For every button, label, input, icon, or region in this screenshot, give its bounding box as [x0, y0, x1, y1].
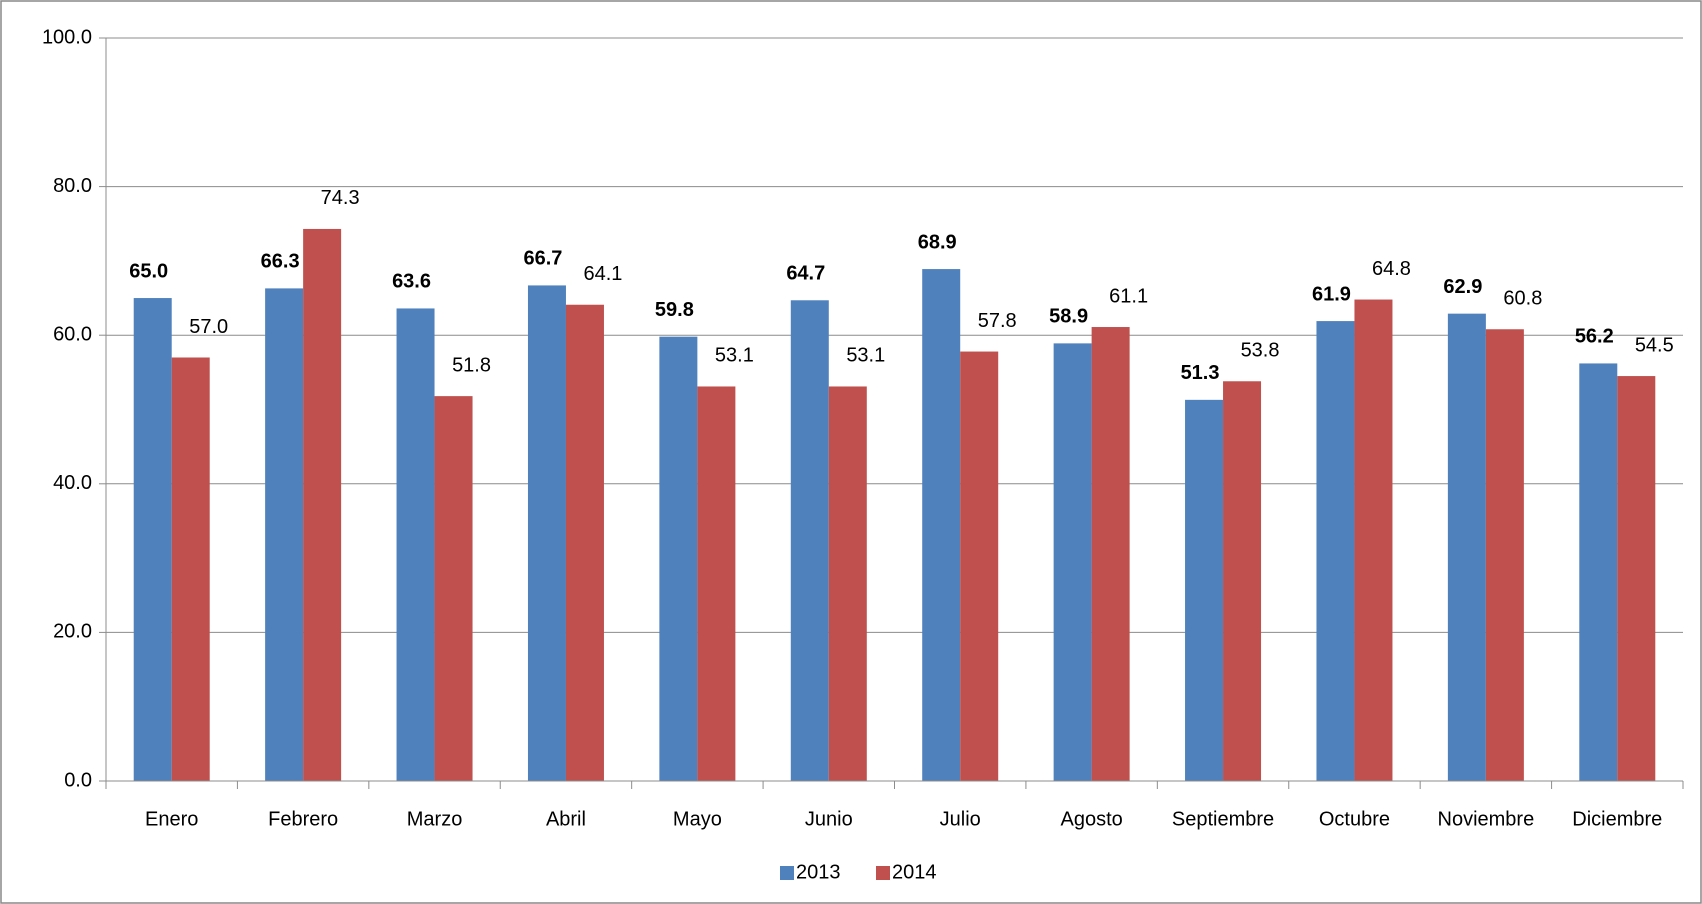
data-label: 66.3 [261, 251, 300, 273]
legend-swatch [780, 866, 794, 880]
y-tick-label: 40.0 [53, 472, 92, 494]
x-tick-label: Agosto [1060, 808, 1122, 830]
x-tick-label: Noviembre [1438, 808, 1535, 830]
data-label: 64.8 [1372, 258, 1411, 280]
data-label: 51.8 [452, 354, 491, 376]
x-tick-label: Marzo [407, 808, 463, 830]
data-label: 56.2 [1575, 326, 1614, 348]
data-label: 62.9 [1443, 276, 1482, 298]
data-label: 61.1 [1109, 285, 1148, 307]
bar [828, 386, 867, 781]
x-tick-label: Octubre [1319, 808, 1390, 830]
bar [396, 308, 435, 781]
bar [1354, 299, 1393, 781]
bar [790, 300, 829, 781]
bar [1091, 327, 1130, 781]
bar [659, 336, 698, 781]
data-label: 54.5 [1635, 334, 1674, 356]
legend-label: 2013 [796, 861, 841, 883]
bar [527, 285, 566, 781]
x-tick-label: Febrero [268, 808, 338, 830]
bar [1316, 321, 1355, 781]
x-tick-label: Septiembre [1172, 808, 1274, 830]
bar [922, 269, 961, 781]
bar [434, 396, 473, 781]
y-tick-label: 80.0 [53, 175, 92, 197]
data-label: 58.9 [1049, 306, 1088, 328]
data-label: 74.3 [321, 187, 360, 209]
data-label: 53.8 [1241, 340, 1280, 362]
legend-swatch [876, 866, 890, 880]
bar [1053, 343, 1092, 781]
y-tick-label: 0.0 [64, 769, 92, 791]
x-tick-label: Julio [940, 808, 981, 830]
bar [960, 351, 999, 781]
bar [1485, 329, 1524, 781]
y-tick-label: 100.0 [42, 26, 92, 48]
x-tick-label: Junio [805, 808, 853, 830]
data-label: 53.1 [846, 345, 885, 367]
x-tick-label: Diciembre [1572, 808, 1662, 830]
data-label: 59.8 [655, 299, 694, 321]
data-label: 63.6 [392, 271, 431, 293]
y-tick-label: 20.0 [53, 621, 92, 643]
bar [697, 386, 736, 781]
data-label: 53.1 [715, 345, 754, 367]
bar [265, 288, 304, 781]
data-label: 60.8 [1503, 288, 1542, 310]
bar [1447, 313, 1486, 781]
data-label: 61.9 [1312, 283, 1351, 305]
bar [303, 228, 342, 782]
y-tick-label: 60.0 [53, 323, 92, 345]
bar [133, 298, 172, 781]
data-label: 65.0 [129, 260, 168, 282]
data-label: 68.9 [918, 231, 957, 253]
data-label: 66.7 [523, 248, 562, 270]
x-tick-label: Enero [145, 808, 198, 830]
bar [565, 304, 604, 781]
data-label: 57.8 [978, 310, 1017, 332]
legend-label: 2014 [892, 861, 937, 883]
x-tick-label: Abril [546, 808, 586, 830]
data-label: 51.3 [1181, 362, 1220, 384]
data-label: 64.7 [786, 263, 825, 285]
data-label: 64.1 [583, 263, 622, 285]
bar [1617, 376, 1656, 781]
data-label: 57.0 [189, 316, 228, 338]
x-tick-label: Mayo [673, 808, 722, 830]
bar [1223, 381, 1262, 781]
bar [1579, 363, 1618, 781]
bar [1185, 399, 1224, 781]
bar [171, 357, 210, 781]
